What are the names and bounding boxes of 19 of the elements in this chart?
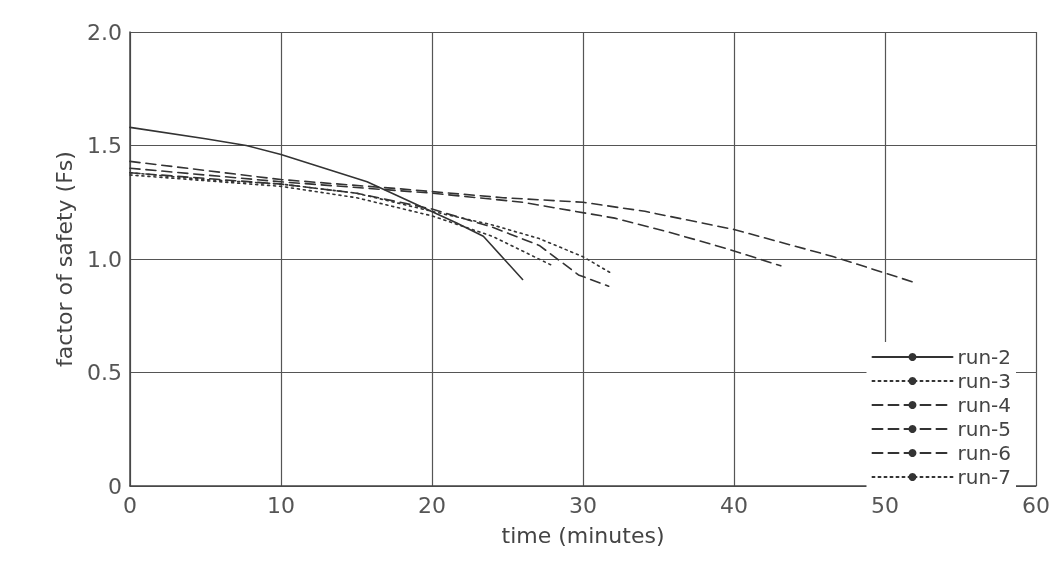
x-tick-label: 30: [569, 492, 597, 518]
y-tick-label: 1.5: [87, 133, 122, 158]
x-tick-label: 50: [871, 492, 899, 518]
x-tick-label: 20: [418, 492, 446, 518]
x-axis-title: time (minutes): [501, 522, 665, 548]
y-axis-title: factor of safety (Fs): [51, 151, 77, 367]
legend-label: run-6: [957, 441, 1011, 465]
legend-label: run-4: [957, 393, 1011, 417]
legend-label: run-3: [957, 369, 1011, 393]
legend-label: run-7: [957, 465, 1011, 489]
legend-label: run-5: [957, 417, 1011, 441]
y-tick-label: 1.0: [87, 246, 122, 272]
legend-label: run-2: [957, 345, 1011, 369]
y-tick-label: 0: [108, 473, 122, 499]
y-tick-label: 0.5: [87, 360, 122, 385]
y-tick-label: 2.0: [87, 19, 122, 45]
x-tick-label: 40: [720, 492, 748, 518]
x-tick-label: 10: [267, 492, 295, 518]
x-tick-label: 60: [1022, 492, 1050, 518]
